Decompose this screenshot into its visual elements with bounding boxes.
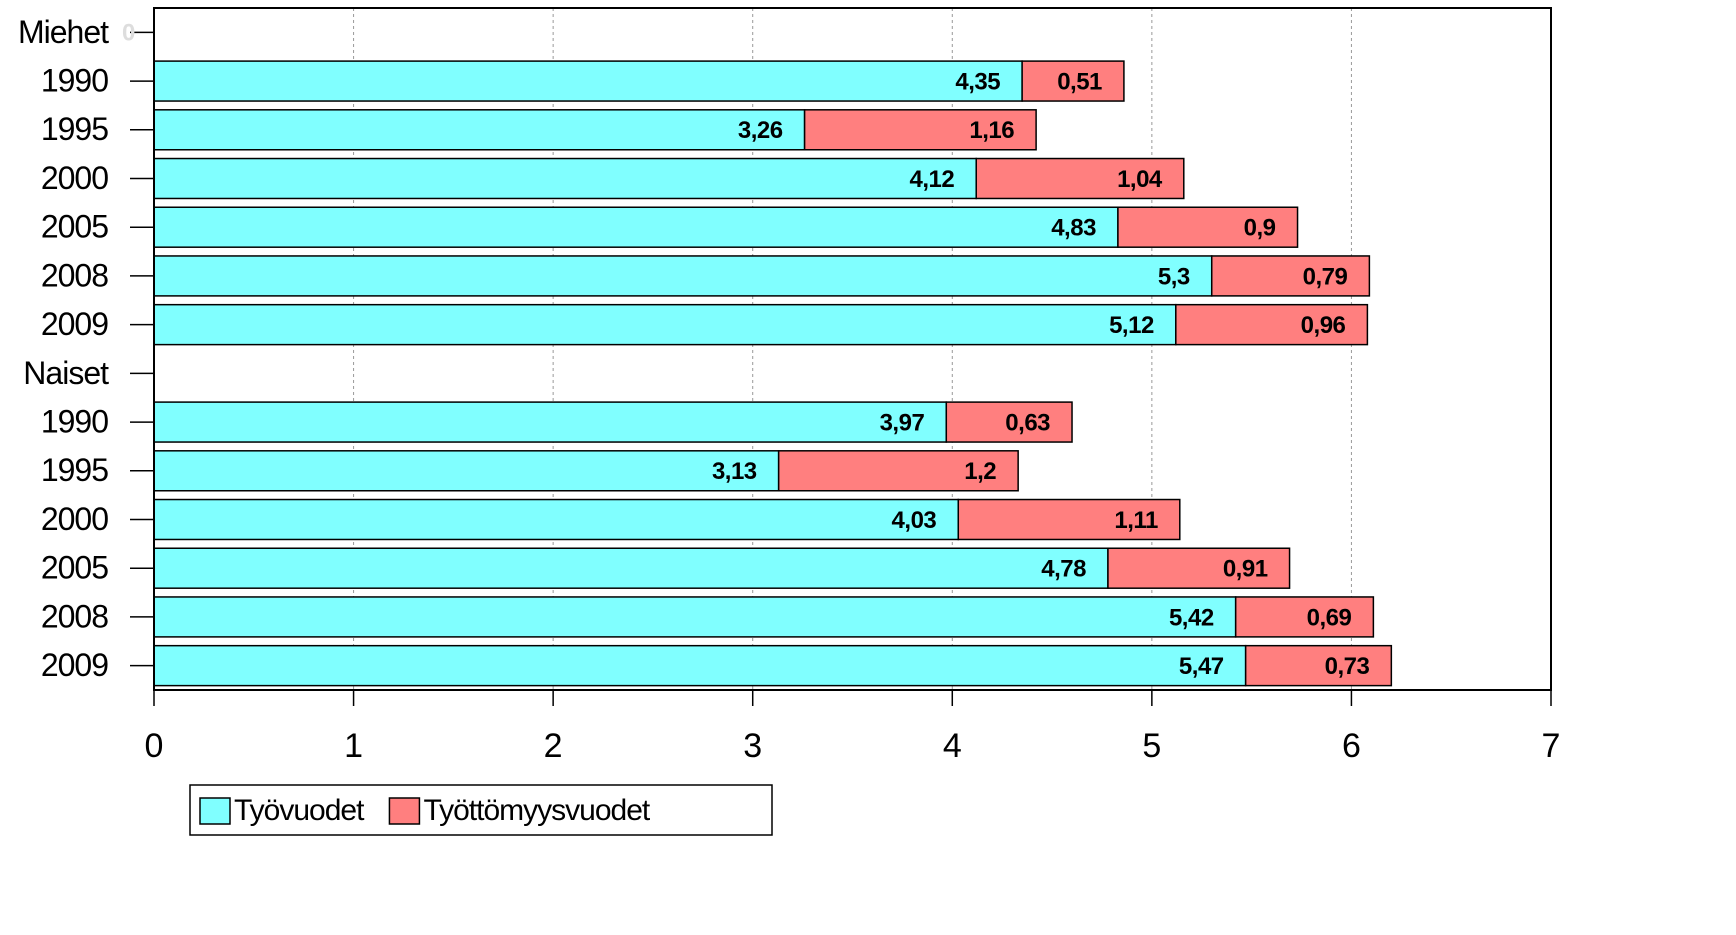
data-label: 3,97 <box>880 409 925 436</box>
data-label: 0 <box>122 20 135 47</box>
data-label: 4,83 <box>1051 215 1096 242</box>
data-label: 0,51 <box>1057 68 1102 95</box>
legend: Työvuodet Työttömyysvuodet <box>189 784 773 836</box>
bar-segment <box>1107 547 1291 589</box>
bar-segment <box>1175 303 1369 346</box>
data-label: 0,91 <box>1223 556 1268 583</box>
bar-segment <box>1244 644 1393 687</box>
bar-segment <box>957 498 1181 541</box>
bar-segment <box>153 498 960 541</box>
bar-segment <box>153 547 1109 589</box>
x-tick-label: 6 <box>1342 727 1361 765</box>
y-tick-label: Miehet <box>18 14 109 50</box>
x-tick-label: 3 <box>743 727 762 765</box>
data-label: 0,79 <box>1303 263 1348 290</box>
legend-swatch <box>388 797 421 825</box>
data-label: 0,96 <box>1301 312 1346 339</box>
bar-segment <box>153 60 1023 102</box>
bar-segment <box>153 401 948 443</box>
data-label: 0,63 <box>1005 409 1050 436</box>
bar-segment <box>1234 596 1375 638</box>
data-label: 4,35 <box>955 68 1000 95</box>
data-label: 1,16 <box>969 117 1014 144</box>
bar-segment <box>153 596 1237 638</box>
data-label: 4,78 <box>1041 556 1086 583</box>
bar-segment <box>1021 60 1125 102</box>
data-label: 0,69 <box>1307 604 1352 631</box>
y-tick-label: 2009 <box>41 647 108 683</box>
y-tick-label: 1990 <box>41 63 108 99</box>
legend-label: Työvuodet <box>234 794 365 827</box>
y-tick-label: 2008 <box>41 257 108 293</box>
x-tick-label: 7 <box>1542 727 1561 765</box>
legend-label: Työttömyysvuodet <box>423 794 650 827</box>
x-tick-label: 5 <box>1142 727 1161 765</box>
data-label: 1,04 <box>1117 166 1163 193</box>
data-label: 5,12 <box>1109 312 1154 339</box>
bar-segment <box>1210 255 1371 297</box>
x-tick-label: 0 <box>145 727 164 765</box>
y-tick-label: 1990 <box>41 404 108 440</box>
bar-segment <box>153 303 1177 346</box>
bar-segment <box>777 450 1019 492</box>
data-label: 4,12 <box>910 166 955 193</box>
bar-segment <box>153 450 780 492</box>
data-label: 5,42 <box>1169 604 1214 631</box>
y-tick-label: 2009 <box>41 306 108 342</box>
x-tick-label: 1 <box>344 727 363 765</box>
y-tick-label: 2008 <box>41 598 108 634</box>
x-tick-label: 2 <box>544 727 563 765</box>
bar-segment <box>153 109 806 151</box>
bar-segment <box>945 401 1073 443</box>
y-tick-label: 1995 <box>41 111 108 147</box>
bar-segment <box>153 644 1247 687</box>
legend-frame <box>189 784 773 836</box>
x-tick-label: 4 <box>943 727 962 765</box>
bar-segment <box>153 206 1119 248</box>
data-label: 0,73 <box>1325 653 1370 680</box>
y-tick-label: 2000 <box>41 160 108 196</box>
bar-segment <box>153 255 1213 297</box>
y-tick-label: Naiset <box>23 355 109 391</box>
data-label: 4,03 <box>892 507 937 534</box>
bar-segment <box>1117 206 1299 248</box>
data-label: 1,11 <box>1114 507 1158 534</box>
legend-swatch <box>199 797 231 825</box>
data-label: 1,2 <box>964 458 996 485</box>
y-tick-label: 1995 <box>41 452 108 488</box>
y-tick-label: 2005 <box>41 550 108 586</box>
data-label: 0,9 <box>1244 215 1276 242</box>
data-label: 3,26 <box>738 117 783 144</box>
plot-frame <box>153 7 1552 691</box>
data-label: 3,13 <box>712 458 757 485</box>
bar-segment <box>153 157 977 200</box>
bar-segment <box>975 157 1185 200</box>
y-tick-label: 2000 <box>41 501 108 537</box>
y-tick-label: 2005 <box>41 209 108 245</box>
data-label: 5,3 <box>1158 263 1190 290</box>
bar-segment <box>803 109 1037 151</box>
data-label: 5,47 <box>1179 653 1224 680</box>
